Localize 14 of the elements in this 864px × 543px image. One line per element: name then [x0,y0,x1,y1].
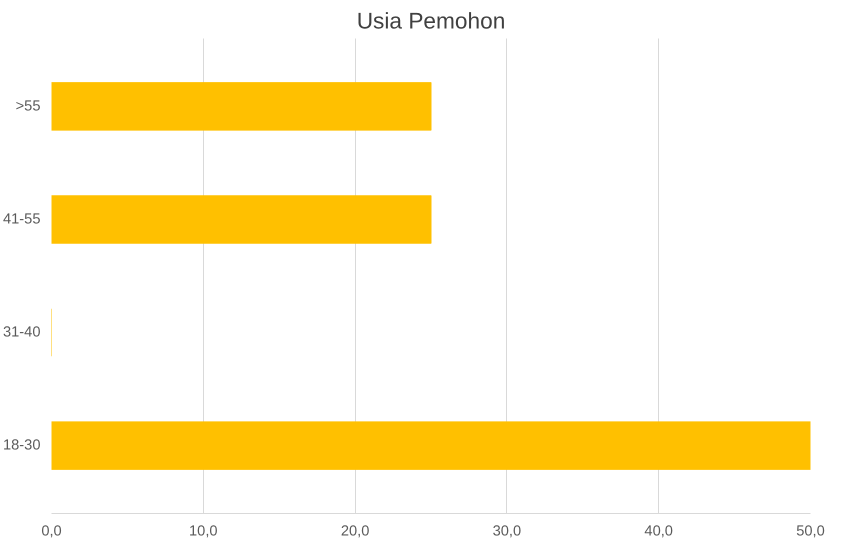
y-tick-label: 41-55 [3,211,41,228]
x-tick-label: 0,0 [41,524,62,540]
x-tick-label: 30,0 [492,524,522,540]
bar [52,195,432,244]
chart-title: Usia Pemohon [356,8,506,34]
y-tick-label: >55 [16,98,41,114]
bar [52,82,432,131]
x-tick-label: 10,0 [189,524,218,540]
bar [52,421,810,470]
x-tick-label: 50,0 [796,524,825,540]
x-tick-label: 20,0 [340,524,370,540]
y-tick-label: 31-40 [3,324,41,341]
y-tick-label: 18-30 [3,438,41,454]
x-tick-label: 40,0 [644,524,673,540]
